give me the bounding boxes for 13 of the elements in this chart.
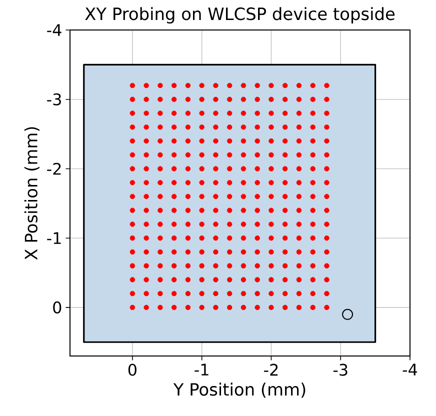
y-tick-label: -4 <box>47 24 62 36</box>
y-tick-label: -3 <box>47 93 61 106</box>
x-tick-label: 0 <box>128 364 136 376</box>
y-tick-label: -2 <box>47 162 61 175</box>
x-tick-label: -1 <box>194 364 208 376</box>
y-tick-label: -1 <box>47 232 61 244</box>
x-tick-label: -4 <box>402 364 418 376</box>
x-tick-label: -2 <box>264 364 278 376</box>
y-tick-label: 0 <box>53 301 62 314</box>
x-tick-label: -3 <box>333 364 348 376</box>
y-axis-title: X Position (mm) <box>24 127 40 260</box>
chart-title: XY Probing on WLCSP device topside <box>85 7 395 24</box>
x-axis-title: Y Position (mm) <box>173 382 306 398</box>
